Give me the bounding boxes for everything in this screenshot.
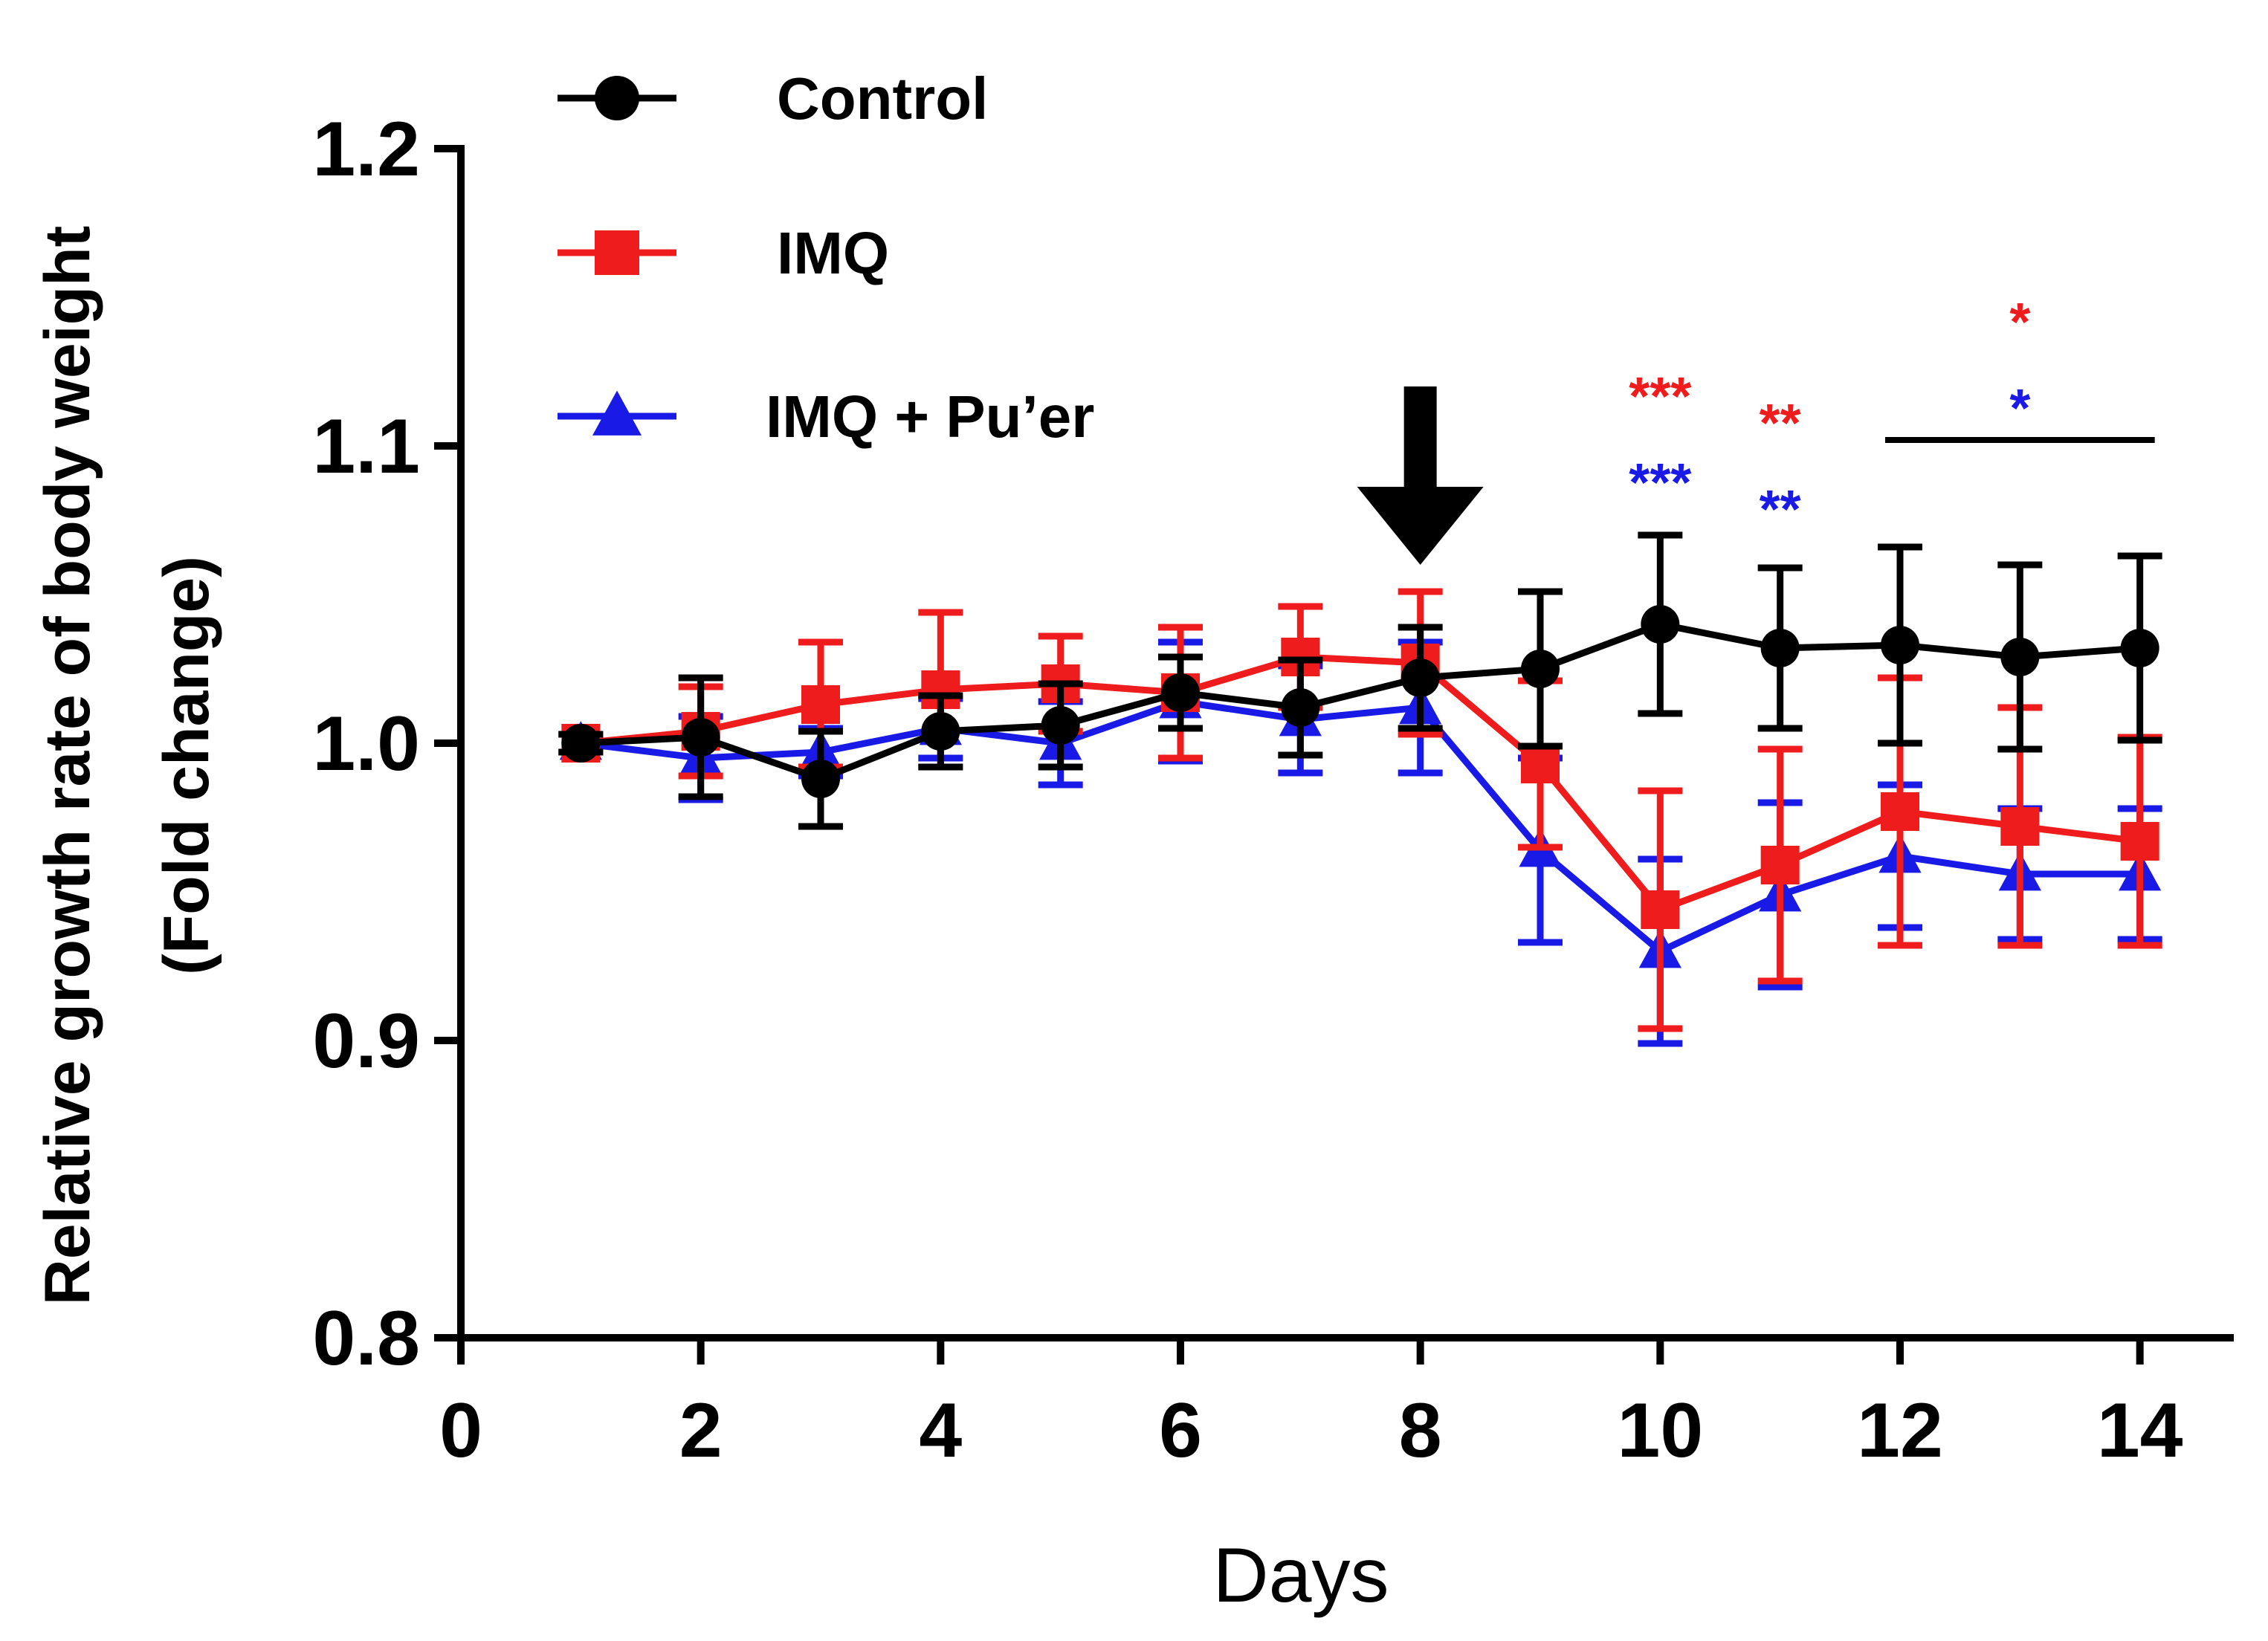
data-point <box>1641 890 1680 929</box>
x-tick-label: 12 <box>1857 1388 1943 1474</box>
significance-marker: ** <box>1760 394 1801 453</box>
x-tick-label: 2 <box>679 1388 723 1474</box>
data-point <box>1521 650 1560 688</box>
x-tick-label: 6 <box>1159 1388 1202 1474</box>
x-tick-label: 4 <box>919 1388 962 1474</box>
y-axis-label-line-2: (Fold change) <box>151 556 222 975</box>
data-point <box>1281 688 1320 727</box>
data-point <box>801 685 840 724</box>
series-line <box>581 621 2141 783</box>
x-axis-label: Days <box>1213 1532 1389 1619</box>
legend: Control IMQ IMQ + Pu’er <box>558 65 1094 450</box>
arrow-indicator <box>1357 386 1484 565</box>
legend-item-1: IMQ <box>558 220 889 286</box>
legend-swatch-marker <box>595 230 639 275</box>
significance-marker: * <box>2009 379 2030 438</box>
x-tick-label: 14 <box>2097 1388 2183 1474</box>
legend-item-0: Control <box>558 65 988 132</box>
legend-item-2: IMQ + Pu’er <box>558 383 1094 450</box>
x-axis-ticks: 0 2 4 6 8 10 12 14 <box>439 1338 2183 1474</box>
series-line <box>580 653 2141 913</box>
x-tick-label: 0 <box>439 1388 482 1474</box>
y-axis-ticks: 0.8 0.9 1.0 1.1 1.2 <box>312 106 461 1382</box>
annotation-layer: ************ <box>1357 293 2155 565</box>
y-tick-label: 1.1 <box>312 404 420 490</box>
series-0 <box>558 531 2162 830</box>
legend-swatch-marker <box>595 76 639 120</box>
y-tick-label: 1.0 <box>312 701 420 787</box>
legend-label: IMQ <box>777 220 889 286</box>
legend-label: Control <box>777 65 988 132</box>
x-tick-label: 8 <box>1399 1388 1442 1474</box>
data-point <box>2120 629 2159 667</box>
significance-marker: *** <box>1629 367 1691 427</box>
data-point <box>561 724 601 763</box>
data-point <box>2120 822 2159 861</box>
series-2 <box>558 638 2162 1047</box>
legend-swatch-marker <box>592 390 642 436</box>
data-point <box>1760 629 1800 667</box>
significance-marker: *** <box>1629 453 1691 513</box>
data-point <box>1161 673 1200 712</box>
data-point <box>1881 626 1919 664</box>
significance-marker: ** <box>1760 480 1801 540</box>
data-point <box>1521 745 1560 783</box>
y-tick-label: 0.8 <box>312 1295 420 1382</box>
data-point <box>1400 658 1440 697</box>
significance-marker: * <box>2009 293 2030 352</box>
x-tick-label: 10 <box>1617 1388 1703 1474</box>
y-tick-label: 0.9 <box>312 998 420 1084</box>
data-point <box>801 760 840 798</box>
data-point <box>2000 638 2040 676</box>
legend-label: IMQ + Pu’er <box>766 383 1094 450</box>
data-point <box>921 712 960 751</box>
data-point <box>1641 605 1680 644</box>
data-point <box>1041 706 1080 745</box>
y-axis-label-line-1: Relative growth rate of body weight <box>32 226 103 1306</box>
series-layer <box>558 531 2162 1047</box>
series-line <box>580 698 2140 955</box>
series-1 <box>558 588 2162 1032</box>
data-point <box>1881 792 1919 831</box>
data-point <box>1760 846 1800 884</box>
data-point <box>2000 807 2040 846</box>
y-tick-label: 1.2 <box>312 106 420 192</box>
data-point <box>681 718 720 757</box>
